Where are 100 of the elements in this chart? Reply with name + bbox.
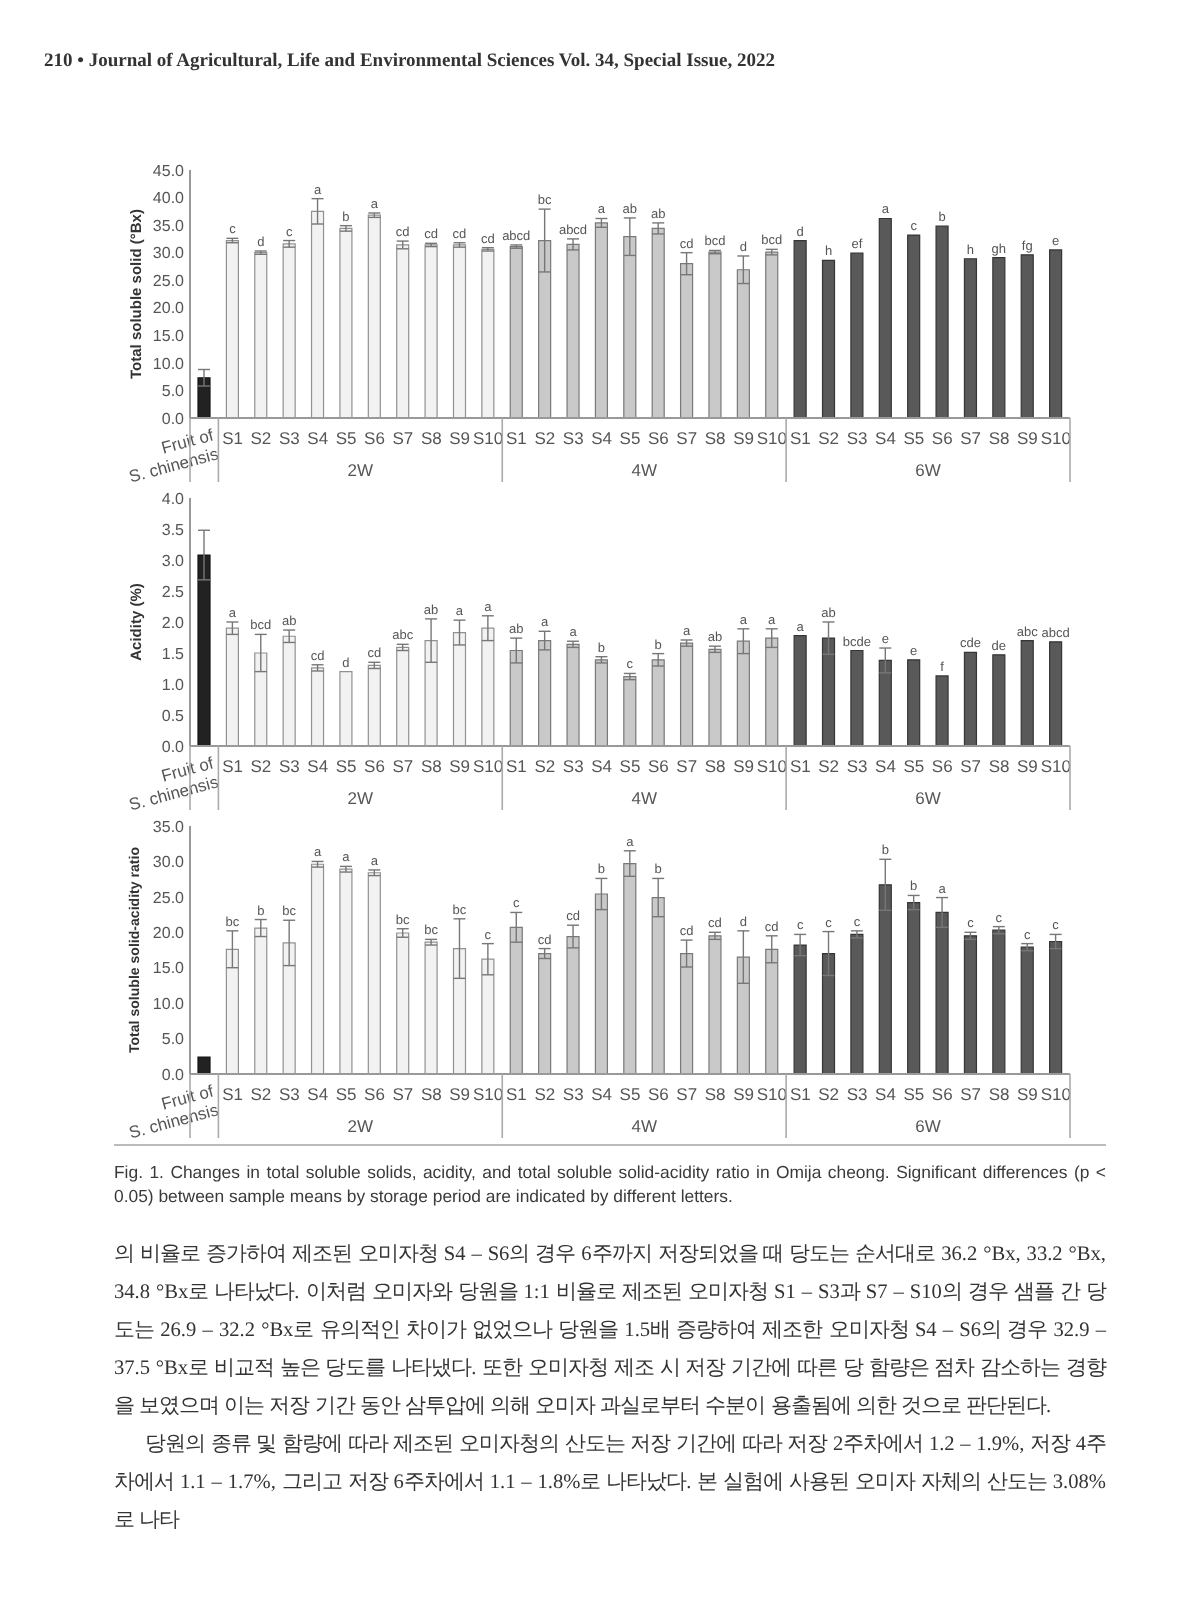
x-tick-label: S8 — [988, 1084, 1010, 1104]
x-tick-label: S7 — [960, 1084, 982, 1104]
x-tick-label: S2 — [250, 756, 272, 776]
x-tick-label: Fruit of S. chinensis — [126, 752, 221, 815]
y-tick-label: 30.0 — [152, 853, 186, 872]
x-tick-label: S5 — [903, 756, 925, 776]
x-tick-label: S7 — [392, 756, 414, 776]
y-tick-label: 4.0 — [161, 489, 186, 508]
x-tick-label: S4 — [591, 428, 613, 448]
y-tick-label: 1.0 — [161, 675, 186, 694]
x-tick-label: S2 — [250, 428, 272, 448]
x-tick-label: S3 — [562, 1084, 585, 1104]
x-tick-label: S1 — [789, 756, 812, 776]
x-tick-label: S5 — [335, 428, 358, 448]
x-tick-label: S6 — [931, 1084, 954, 1104]
text: 2W — [347, 1116, 374, 1136]
x-tick-label: S10 — [756, 428, 788, 448]
x-tick-label: S6 — [647, 756, 670, 776]
x-tick-label: S9 — [733, 756, 755, 776]
x-tick-label: S3 — [846, 428, 869, 448]
y-tick-label: 2.5 — [161, 582, 186, 601]
text: 6W — [915, 460, 941, 480]
x-tick-label: S4 — [875, 1084, 897, 1104]
x-tick-label: S7 — [392, 428, 414, 448]
x-tick-label: S1 — [506, 428, 528, 448]
text: 4W — [631, 460, 657, 480]
text: 의 비율로 증가하여 제조된 오미자청 S4 – S6의 경우 6주까지 저장되었을 때 당도는 순서대로 36.2 °Bx, 33.2 °Bx, 34.8 °Bx로 나타났다. 이처럼 오미자와 당원을 1:1 비율로 제조된 오미자청 S1 – S3과 S7 – S10의 경우 샘플 간 당도는 26.9 – 32.2 °Bx로 유의적인 차이가 없었으나 당원을 1.5배 증량하여 제조한 오미자청 S4 – S6의 경우 32.9 – 37.5 °Bx로 비교적 높은 당도를 나타냈다. 또한 오미자청 제조 시 저장 기간에 따른 당 함량은 점차 감소하는 경향을 보였으며 이는 저장 기간 동안 삼투압에 의해 오미자 과실로부터 수분이 용출됨에 의한 것으로 판단된다. — [114, 1242, 1106, 1423]
x-tick-label: S7 — [676, 756, 698, 776]
y-tick-label: 20.0 — [152, 299, 186, 318]
x-tick-label: S7 — [392, 1084, 414, 1104]
x-tick-label: S4 — [307, 756, 329, 776]
y-tick-label: 10.0 — [152, 354, 186, 373]
y-tick-label: 5.0 — [161, 382, 186, 401]
x-tick-label: S5 — [619, 428, 641, 448]
x-tick-label: S7 — [960, 756, 982, 776]
x-tick-label: S6 — [364, 756, 386, 776]
x-tick-label: S2 — [534, 756, 556, 776]
y-tick-label: 45.0 — [152, 161, 186, 180]
x-tick-label: S9 — [449, 756, 471, 776]
x-tick-label: S1 — [222, 1084, 244, 1104]
x-tick-label: S10 — [472, 756, 504, 776]
x-tick-label: S6 — [364, 428, 386, 448]
x-tick-label: S8 — [704, 1084, 727, 1104]
y-tick-label: 0.0 — [161, 737, 186, 756]
x-tick-label: S5 — [903, 1084, 925, 1104]
x-tick-label: S2 — [534, 1084, 556, 1104]
x-tick-label: S6 — [364, 1084, 386, 1104]
x-tick-label: S3 — [278, 428, 301, 448]
x-tick-label: S3 — [562, 756, 585, 776]
x-tick-label: S8 — [704, 756, 727, 776]
x-tick-label: S7 — [676, 428, 698, 448]
y-tick-label: 15.0 — [152, 959, 186, 978]
x-tick-label: S9 — [733, 1084, 755, 1104]
x-tick-label: Fruit of S. chinensis — [126, 1080, 221, 1143]
x-tick-label: S6 — [931, 756, 954, 776]
x-tick-label: S2 — [818, 428, 840, 448]
x-tick-label: S9 — [1017, 428, 1039, 448]
y-tick-label: 0.5 — [161, 706, 186, 725]
x-tick-label: S8 — [988, 428, 1010, 448]
x-tick-label: S6 — [647, 1084, 670, 1104]
y-tick-label: 20.0 — [152, 923, 186, 942]
y-tick-label: 3.5 — [161, 520, 186, 539]
y-tick-label: 35.0 — [152, 216, 186, 235]
x-tick-label: S9 — [449, 428, 471, 448]
x-tick-label: S8 — [420, 1084, 443, 1104]
y-tick-label: 0.0 — [161, 409, 186, 428]
y-tick-label: 3.0 — [161, 551, 186, 570]
x-tick-label: S1 — [789, 1084, 812, 1104]
x-tick-label: S4 — [307, 1084, 329, 1104]
y-tick-label: 40.0 — [152, 189, 186, 208]
x-tick-label: S8 — [420, 756, 443, 776]
x-tick-label: S5 — [619, 1084, 641, 1104]
x-tick-label: S7 — [676, 1084, 698, 1104]
x-tick-label: S4 — [875, 428, 897, 448]
x-tick-label: S3 — [846, 1084, 869, 1104]
x-tick-label: S10 — [1040, 756, 1072, 776]
x-tick-label: S4 — [875, 756, 897, 776]
x-tick-label: S7 — [960, 428, 982, 448]
x-tick-label: S2 — [534, 428, 556, 448]
text: 당원의 종류 및 함량에 따라 제조된 오미자청의 산도는 저장 기간에 따라 저장 2주차에서 1.2 – 1.9%, 저장 4주차에서 1.1 – 1.7%, 그리고 저장 6주차에서 1.1 – 1.8%로 나타났다. 본 실험에 사용된 오미자 자체의 산도는 3.08%로 나타 — [114, 1432, 1106, 1537]
x-tick-label: S9 — [733, 428, 755, 448]
x-tick-label: S10 — [472, 1084, 504, 1104]
y-tick-label: 5.0 — [161, 1030, 186, 1049]
x-tick-label: S3 — [278, 756, 301, 776]
x-tick-label: S1 — [506, 1084, 528, 1104]
x-tick-label: S6 — [931, 428, 954, 448]
text: 6W — [915, 788, 941, 808]
y-tick-label: 0.0 — [161, 1065, 186, 1084]
x-tick-label: S2 — [250, 1084, 272, 1104]
y-tick-label: 1.5 — [161, 644, 186, 663]
text: 6W — [915, 1116, 941, 1136]
x-tick-label: S8 — [704, 428, 727, 448]
text: 2W — [347, 788, 374, 808]
x-tick-label: S4 — [591, 1084, 613, 1104]
x-tick-label: S10 — [472, 428, 504, 448]
y-tick-label: 25.0 — [152, 271, 186, 290]
y-tick-label: 30.0 — [152, 244, 186, 263]
text: 210 • Journal of Agricultural, Life and Environmental Sciences Vol. 34, Special Issue, 2022 — [44, 52, 777, 72]
x-tick-label: S5 — [335, 756, 358, 776]
text: 4W — [631, 1116, 657, 1136]
